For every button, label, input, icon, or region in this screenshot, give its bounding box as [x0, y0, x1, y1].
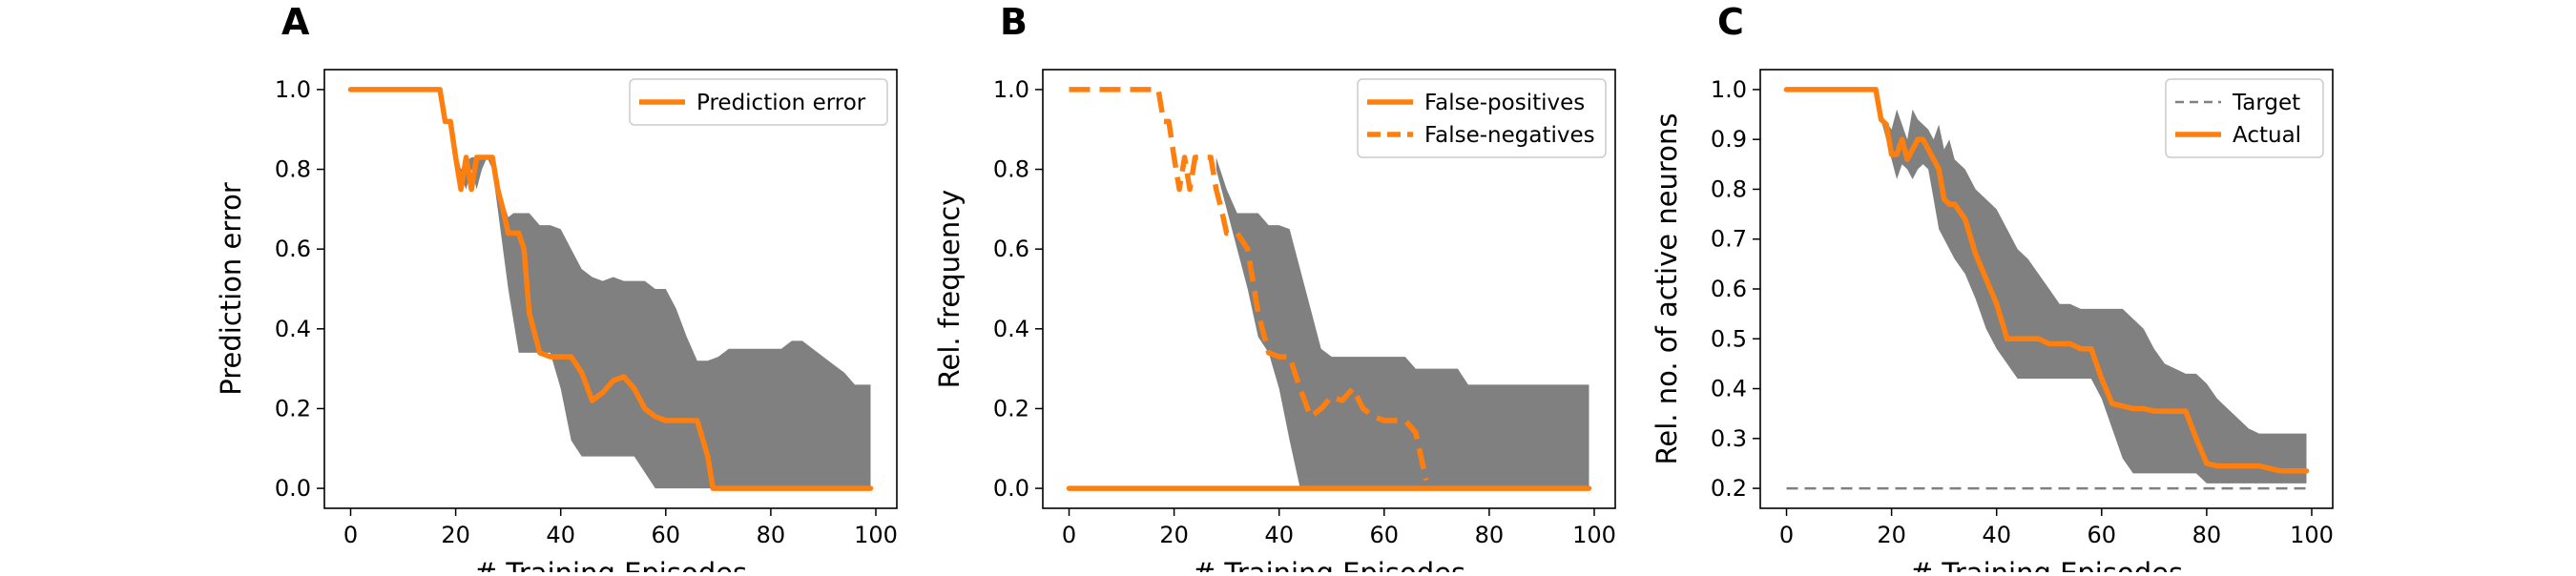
x-tick-label: 0: [343, 522, 358, 548]
y-tick-label: 1.0: [993, 76, 1029, 103]
legend-box: [2165, 78, 2324, 158]
legend-box: [629, 78, 888, 126]
x-tick-label: 0: [1062, 522, 1076, 548]
axes-frame: [323, 69, 898, 509]
x-axis-label: # Training Episodes: [474, 557, 747, 572]
chart-panel-a: A 0 20 40 60 80 100 0.0 0.2 0.4 0.6 0.8 1.0 # Trainin…: [215, 1, 898, 576]
series-line-2: [1069, 87, 1429, 482]
x-tick-label: 0: [1779, 522, 1794, 548]
x-tick-label: 80: [2192, 522, 2222, 548]
x-tick-label: 80: [757, 522, 786, 548]
y-tick-label: 0.0: [275, 475, 311, 502]
y-tick-label: 0.8: [993, 156, 1029, 183]
legend-label: Target: [2232, 91, 2300, 115]
panel-letter: C: [1717, 1, 1744, 43]
y-tick-label: 0.2: [275, 395, 311, 422]
x-tick-label: 20: [441, 522, 470, 548]
panel-letter: B: [1000, 1, 1028, 43]
legend-label: Actual: [2233, 123, 2301, 148]
uncertainty-band: [440, 89, 871, 489]
x-axis-label: # Training Episodes: [1910, 557, 2183, 572]
y-tick-label: 0.6: [275, 236, 311, 262]
y-tick-label: 0.5: [1711, 325, 1747, 352]
plot-area: [1783, 87, 2310, 490]
y-tick-label: 0.4: [993, 316, 1029, 342]
y-tick-label: 0.2: [1711, 475, 1747, 502]
x-tick-label: 20: [1877, 522, 1906, 548]
y-tick-label: 0.2: [993, 395, 1029, 422]
legend: Prediction error: [629, 78, 888, 126]
y-tick-label: 0.7: [1711, 226, 1747, 253]
x-tick-label: 40: [546, 522, 575, 548]
legend-label: False-negatives: [1424, 123, 1595, 148]
x-tick-label: 100: [854, 522, 898, 548]
y-axis-label: Prediction error: [215, 182, 247, 396]
axes-frame: [1042, 69, 1616, 509]
plot-area: [1066, 87, 1592, 491]
x-tick-label: 40: [1982, 522, 2011, 548]
y-tick-label: 0.3: [1711, 425, 1747, 452]
legend: False-positives False-negatives: [1357, 78, 1607, 158]
legend-label: False-positives: [1424, 91, 1585, 115]
x-tick-label: 40: [1264, 522, 1294, 548]
x-tick-label: 60: [652, 522, 681, 548]
x-axis-label: # Training Episodes: [1193, 557, 1465, 572]
y-tick-label: 0.9: [1711, 126, 1747, 153]
series-line-1: [347, 87, 874, 491]
y-tick-label: 1.0: [1711, 76, 1747, 103]
y-tick-label: 0.6: [993, 236, 1029, 262]
y-axis-label: Rel. no. of active neurons: [1651, 113, 1683, 465]
legend: Target Actual: [2165, 78, 2324, 158]
y-tick-label: 0.8: [1711, 175, 1747, 202]
series-line-2: [1783, 87, 2310, 474]
y-tick-label: 0.4: [1711, 376, 1747, 402]
x-tick-label: 60: [1370, 522, 1400, 548]
y-tick-label: 0.0: [993, 475, 1029, 502]
y-tick-label: 0.8: [275, 156, 311, 183]
y-tick-label: 1.0: [275, 76, 311, 103]
x-tick-label: 60: [2088, 522, 2117, 548]
x-tick-label: 80: [1475, 522, 1505, 548]
chart-panel-c: C 0 20 40 60 80 100 0.2 0.3 0.4 0.5 0.6 0.7 0.8 0.9 1.0…: [1651, 1, 2334, 576]
legend-box: [1357, 78, 1607, 158]
x-tick-label: 100: [2290, 522, 2334, 548]
uncertainty-band: [1215, 157, 1589, 489]
legend-label: Prediction error: [696, 91, 866, 115]
uncertainty-band: [1876, 89, 2307, 483]
chart-panel-b: B 0 20 40 60 80 100 0.0 0.2 0.4 0.6 0.8 1.0 # Trainin…: [933, 1, 1616, 576]
y-axis-label: Rel. frequency: [933, 190, 966, 389]
y-tick-label: 0.6: [1711, 276, 1747, 302]
x-tick-label: 20: [1159, 522, 1189, 548]
y-tick-label: 0.4: [275, 316, 311, 342]
panel-letter: A: [281, 1, 310, 43]
plot-area: [347, 87, 874, 491]
x-tick-label: 100: [1572, 522, 1616, 548]
